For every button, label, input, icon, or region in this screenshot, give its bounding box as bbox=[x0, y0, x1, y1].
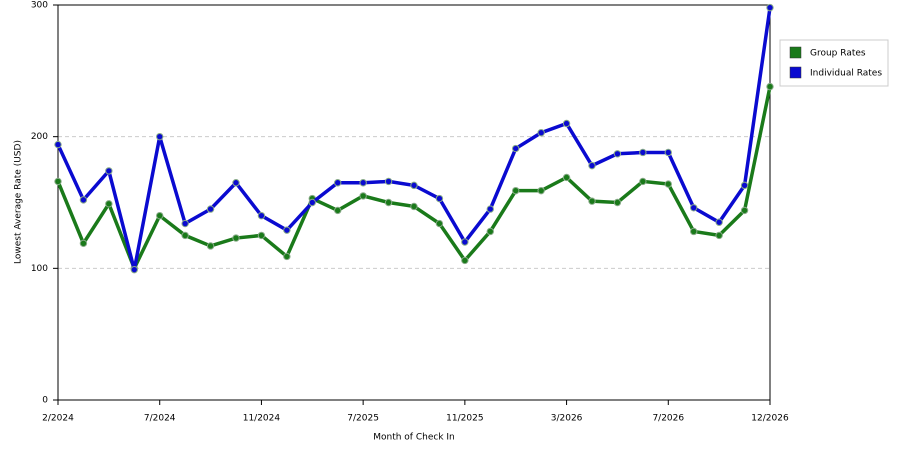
point bbox=[435, 194, 444, 203]
y-axis-label: Lowest Average Rate (USD) bbox=[14, 140, 24, 264]
legend-swatch bbox=[789, 46, 802, 59]
point bbox=[206, 242, 215, 250]
point bbox=[664, 148, 672, 157]
point bbox=[410, 202, 418, 211]
x-axis-label: Month of Check In bbox=[373, 433, 455, 443]
x-tick-label: 11/2025 bbox=[446, 414, 483, 424]
x-tick-label: 7/2024 bbox=[144, 414, 176, 424]
point bbox=[639, 148, 647, 157]
point bbox=[613, 198, 622, 207]
y-tick-label: 100 bbox=[31, 264, 48, 274]
point bbox=[537, 129, 545, 137]
point bbox=[105, 167, 113, 175]
point bbox=[283, 252, 291, 261]
x-tick-label: 7/2026 bbox=[652, 414, 684, 424]
legend-swatch bbox=[789, 66, 802, 79]
point bbox=[588, 161, 596, 170]
point bbox=[181, 219, 189, 228]
point bbox=[715, 231, 723, 240]
point bbox=[690, 204, 698, 212]
point bbox=[588, 197, 596, 205]
y-tick-label: 200 bbox=[31, 132, 48, 142]
point bbox=[766, 3, 774, 12]
point bbox=[105, 200, 113, 208]
point bbox=[334, 206, 342, 215]
point bbox=[232, 179, 240, 187]
point bbox=[384, 177, 393, 186]
point bbox=[486, 205, 494, 213]
point bbox=[308, 198, 316, 207]
point bbox=[740, 181, 749, 190]
point bbox=[562, 119, 571, 128]
x-tick-label: 11/2024 bbox=[243, 414, 281, 424]
point bbox=[257, 231, 266, 240]
point bbox=[715, 218, 723, 226]
x-tick-label: 2/2024 bbox=[42, 414, 74, 424]
point bbox=[410, 181, 418, 190]
y-tick-label: 300 bbox=[31, 1, 48, 11]
point bbox=[359, 192, 367, 200]
point bbox=[613, 150, 622, 158]
point bbox=[79, 239, 88, 248]
point bbox=[156, 132, 164, 141]
point bbox=[54, 140, 62, 149]
point bbox=[334, 179, 342, 187]
y-tick-label: 0 bbox=[42, 396, 48, 406]
point bbox=[181, 231, 189, 240]
point bbox=[537, 186, 545, 195]
point bbox=[766, 82, 774, 91]
point bbox=[461, 256, 469, 265]
x-tick-label: 7/2025 bbox=[347, 414, 379, 424]
point bbox=[740, 206, 749, 215]
point bbox=[435, 219, 444, 228]
point bbox=[283, 226, 291, 234]
x-tick-label: 12/2026 bbox=[751, 414, 789, 424]
point bbox=[512, 186, 520, 195]
legend-label: Individual Rates bbox=[810, 69, 882, 79]
plot-area bbox=[58, 5, 770, 400]
point bbox=[257, 211, 266, 220]
point bbox=[206, 205, 215, 213]
point bbox=[461, 238, 469, 246]
point bbox=[664, 180, 672, 188]
point bbox=[79, 196, 88, 204]
point bbox=[130, 265, 138, 274]
point bbox=[486, 227, 494, 236]
point bbox=[54, 177, 62, 186]
point bbox=[562, 173, 571, 182]
x-tick-label: 3/2026 bbox=[551, 414, 583, 424]
point bbox=[359, 179, 367, 187]
point bbox=[639, 177, 647, 186]
point bbox=[512, 144, 520, 153]
point bbox=[156, 211, 164, 220]
legend-label: Group Rates bbox=[810, 49, 866, 59]
point bbox=[384, 198, 393, 207]
point bbox=[690, 227, 698, 236]
point bbox=[232, 234, 240, 242]
